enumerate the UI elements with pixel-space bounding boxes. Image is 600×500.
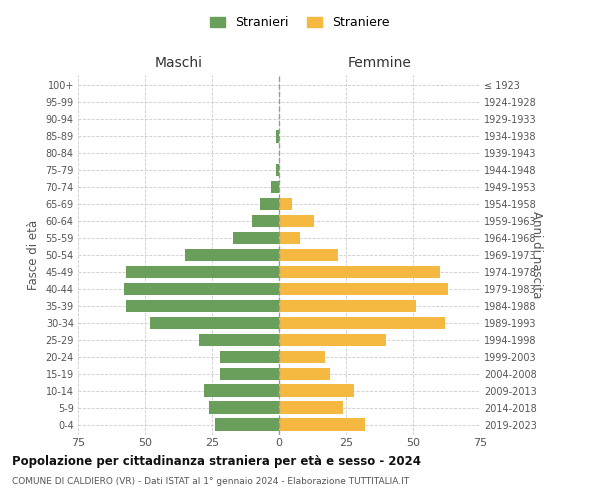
Bar bbox=[279, 214, 314, 228]
Bar bbox=[277, 164, 279, 176]
Bar bbox=[279, 350, 325, 364]
Bar bbox=[277, 130, 279, 142]
Bar bbox=[199, 334, 279, 346]
Bar bbox=[215, 418, 279, 431]
Text: Popolazione per cittadinanza straniera per età e sesso - 2024: Popolazione per cittadinanza straniera p… bbox=[12, 455, 421, 468]
Bar bbox=[233, 232, 279, 244]
Y-axis label: Anni di nascita: Anni di nascita bbox=[530, 212, 542, 298]
Bar bbox=[279, 300, 416, 312]
Bar bbox=[279, 384, 354, 397]
Bar bbox=[279, 198, 292, 210]
Bar bbox=[279, 282, 448, 296]
Text: Femmine: Femmine bbox=[347, 56, 412, 70]
Bar bbox=[204, 384, 279, 397]
Bar bbox=[260, 198, 279, 210]
Bar bbox=[279, 334, 386, 346]
Bar bbox=[126, 266, 279, 278]
Bar bbox=[252, 214, 279, 228]
Bar bbox=[151, 316, 279, 330]
Text: Maschi: Maschi bbox=[155, 56, 203, 70]
Bar bbox=[279, 266, 440, 278]
Bar bbox=[279, 402, 343, 414]
Y-axis label: Fasce di età: Fasce di età bbox=[27, 220, 40, 290]
Bar bbox=[220, 368, 279, 380]
Bar bbox=[124, 282, 279, 296]
Bar bbox=[279, 418, 365, 431]
Bar bbox=[271, 180, 279, 194]
Bar bbox=[220, 350, 279, 364]
Legend: Stranieri, Straniere: Stranieri, Straniere bbox=[205, 11, 395, 34]
Bar bbox=[279, 232, 301, 244]
Text: COMUNE DI CALDIERO (VR) - Dati ISTAT al 1° gennaio 2024 - Elaborazione TUTTITALI: COMUNE DI CALDIERO (VR) - Dati ISTAT al … bbox=[12, 478, 409, 486]
Bar bbox=[126, 300, 279, 312]
Bar bbox=[185, 248, 279, 262]
Bar bbox=[279, 248, 338, 262]
Bar bbox=[279, 316, 445, 330]
Bar bbox=[209, 402, 279, 414]
Bar bbox=[279, 368, 330, 380]
